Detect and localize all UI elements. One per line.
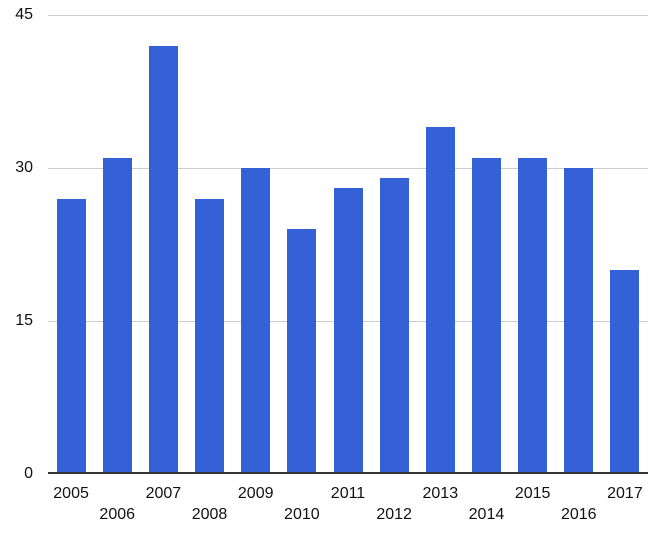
x-axis-tick-label-2011: 2011 — [330, 485, 366, 502]
bar-2007 — [149, 46, 178, 474]
x-axis-tick-label-2016: 2016 — [560, 506, 597, 523]
gridline-30 — [48, 168, 648, 169]
x-axis-tick-label-2007: 2007 — [145, 485, 182, 502]
x-axis-tick-label-2013: 2013 — [422, 485, 459, 502]
bar-2015 — [518, 158, 547, 474]
x-axis-tick-label-2015: 2015 — [514, 485, 551, 502]
bar-2006 — [103, 158, 132, 474]
x-axis-tick-label-2008: 2008 — [191, 506, 228, 523]
gridline-45 — [48, 15, 648, 16]
y-axis-tick-label-30: 30 — [15, 159, 33, 176]
bar-2005 — [57, 199, 86, 474]
x-axis-tick-label-2010: 2010 — [284, 506, 320, 523]
y-axis-tick-label-45: 45 — [15, 6, 33, 23]
bar-2012 — [380, 178, 409, 474]
bar-2014 — [472, 158, 501, 474]
x-axis-tick-label-2012: 2012 — [376, 506, 412, 523]
bar-2008 — [195, 199, 224, 474]
bar-2016 — [564, 168, 593, 474]
x-axis-tick-label-2006: 2006 — [99, 506, 136, 523]
x-axis-line — [48, 472, 648, 474]
x-axis-tick-label-2005: 2005 — [53, 485, 89, 502]
plot-area — [48, 15, 648, 474]
bar-2011 — [334, 188, 363, 474]
bar-2013 — [426, 127, 455, 474]
bar-2017 — [610, 270, 639, 474]
bar-2010 — [287, 229, 316, 474]
bar-2009 — [241, 168, 270, 474]
x-axis-tick-label-2009: 2009 — [237, 485, 274, 502]
x-axis-tick-label-2014: 2014 — [468, 506, 505, 523]
y-axis-tick-label-0: 0 — [24, 465, 33, 482]
x-axis-tick-label-2017: 2017 — [607, 485, 643, 502]
y-axis-tick-label-15: 15 — [15, 312, 33, 329]
